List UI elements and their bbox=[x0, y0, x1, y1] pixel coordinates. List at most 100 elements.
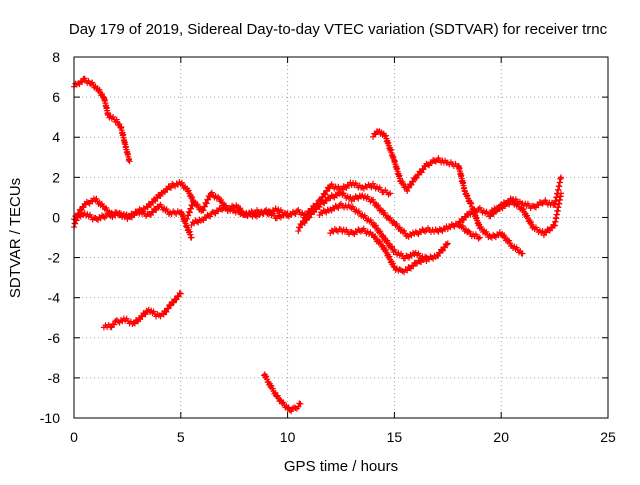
data-point bbox=[390, 263, 397, 270]
data-point bbox=[280, 399, 287, 406]
data-point bbox=[465, 227, 472, 234]
data-point bbox=[410, 263, 417, 270]
data-point bbox=[296, 400, 303, 407]
data-point bbox=[201, 203, 208, 210]
data-point bbox=[297, 400, 304, 407]
data-point bbox=[163, 308, 170, 315]
data-point bbox=[519, 250, 526, 257]
data-point bbox=[293, 208, 300, 215]
data-point bbox=[347, 194, 354, 201]
data-point bbox=[80, 211, 87, 218]
chart-title: Day 179 of 2019, Sidereal Day-to-day VTE… bbox=[69, 21, 608, 38]
data-point bbox=[203, 200, 210, 207]
data-point bbox=[292, 211, 299, 218]
data-point bbox=[285, 404, 292, 411]
data-point bbox=[176, 290, 183, 297]
y-tick-label: -2 bbox=[48, 250, 61, 266]
data-point bbox=[374, 202, 381, 209]
data-point bbox=[295, 228, 302, 235]
data-point bbox=[177, 290, 184, 297]
data-point bbox=[459, 222, 466, 229]
data-point bbox=[558, 174, 565, 181]
data-point bbox=[477, 223, 484, 230]
data-point bbox=[166, 184, 173, 191]
y-tick-label: -10 bbox=[40, 410, 60, 426]
data-point bbox=[402, 183, 409, 190]
data-point bbox=[274, 392, 281, 399]
data-point bbox=[269, 385, 276, 392]
data-point bbox=[358, 193, 365, 200]
data-point bbox=[384, 237, 391, 244]
data-point bbox=[381, 209, 388, 216]
series-track-10 bbox=[316, 200, 451, 265]
data-point bbox=[389, 260, 396, 267]
data-point bbox=[387, 190, 394, 197]
data-point bbox=[165, 305, 172, 312]
data-point bbox=[281, 209, 288, 216]
data-point bbox=[261, 208, 268, 215]
x-tick-label: 0 bbox=[70, 429, 78, 445]
data-point bbox=[186, 228, 193, 235]
data-point bbox=[103, 204, 110, 211]
data-point bbox=[322, 191, 329, 198]
data-point bbox=[506, 201, 513, 208]
data-point bbox=[408, 181, 415, 188]
data-point bbox=[284, 210, 291, 217]
data-point bbox=[316, 204, 323, 211]
data-point bbox=[194, 201, 201, 208]
y-tick-label: -6 bbox=[48, 330, 61, 346]
data-point bbox=[558, 190, 565, 197]
data-point bbox=[377, 228, 384, 235]
data-point bbox=[113, 116, 120, 123]
data-point bbox=[111, 321, 118, 328]
data-point bbox=[99, 91, 106, 98]
data-point bbox=[96, 86, 103, 93]
x-tick-label: 5 bbox=[177, 429, 185, 445]
data-point bbox=[335, 205, 342, 212]
data-point bbox=[185, 187, 192, 194]
data-point bbox=[263, 373, 270, 380]
y-tick-label: 0 bbox=[52, 209, 60, 225]
y-tick-label: -4 bbox=[48, 290, 61, 306]
x-tick-label: 25 bbox=[600, 429, 616, 445]
data-point bbox=[401, 227, 408, 234]
data-point bbox=[393, 220, 400, 227]
series-track-3 bbox=[261, 371, 304, 415]
data-point bbox=[93, 195, 100, 202]
series-track-11 bbox=[327, 225, 430, 276]
data-point bbox=[422, 228, 429, 235]
data-point bbox=[411, 251, 418, 258]
data-point bbox=[524, 212, 531, 219]
data-point bbox=[464, 192, 471, 199]
data-point bbox=[116, 120, 123, 127]
data-point bbox=[422, 253, 429, 260]
data-point bbox=[189, 194, 196, 201]
label-layer: 0 5 10 15 20 25 -10 -8 -6 -4 -2 0 2 4 6 8 bbox=[40, 49, 616, 445]
data-point bbox=[476, 234, 483, 241]
data-point bbox=[207, 213, 214, 220]
data-point bbox=[505, 237, 512, 244]
data-point bbox=[132, 209, 139, 216]
data-point bbox=[475, 206, 482, 213]
data-point bbox=[520, 206, 527, 213]
data-point bbox=[272, 205, 279, 212]
data-point bbox=[358, 228, 365, 235]
data-point bbox=[386, 253, 393, 260]
data-point bbox=[399, 179, 406, 186]
data-point bbox=[474, 209, 481, 216]
data-point bbox=[168, 302, 175, 309]
x-tick-label: 10 bbox=[280, 429, 296, 445]
plot-frame bbox=[73, 56, 609, 419]
data-point bbox=[538, 199, 545, 206]
data-point bbox=[376, 238, 383, 245]
data-point bbox=[423, 254, 430, 261]
data-point bbox=[306, 214, 313, 221]
data-point bbox=[260, 211, 267, 218]
x-axis-label: GPS time / hours bbox=[284, 458, 398, 475]
x-tick-label: 20 bbox=[493, 429, 509, 445]
data-point bbox=[387, 214, 394, 221]
data-point bbox=[382, 246, 389, 253]
data-point bbox=[336, 190, 343, 197]
